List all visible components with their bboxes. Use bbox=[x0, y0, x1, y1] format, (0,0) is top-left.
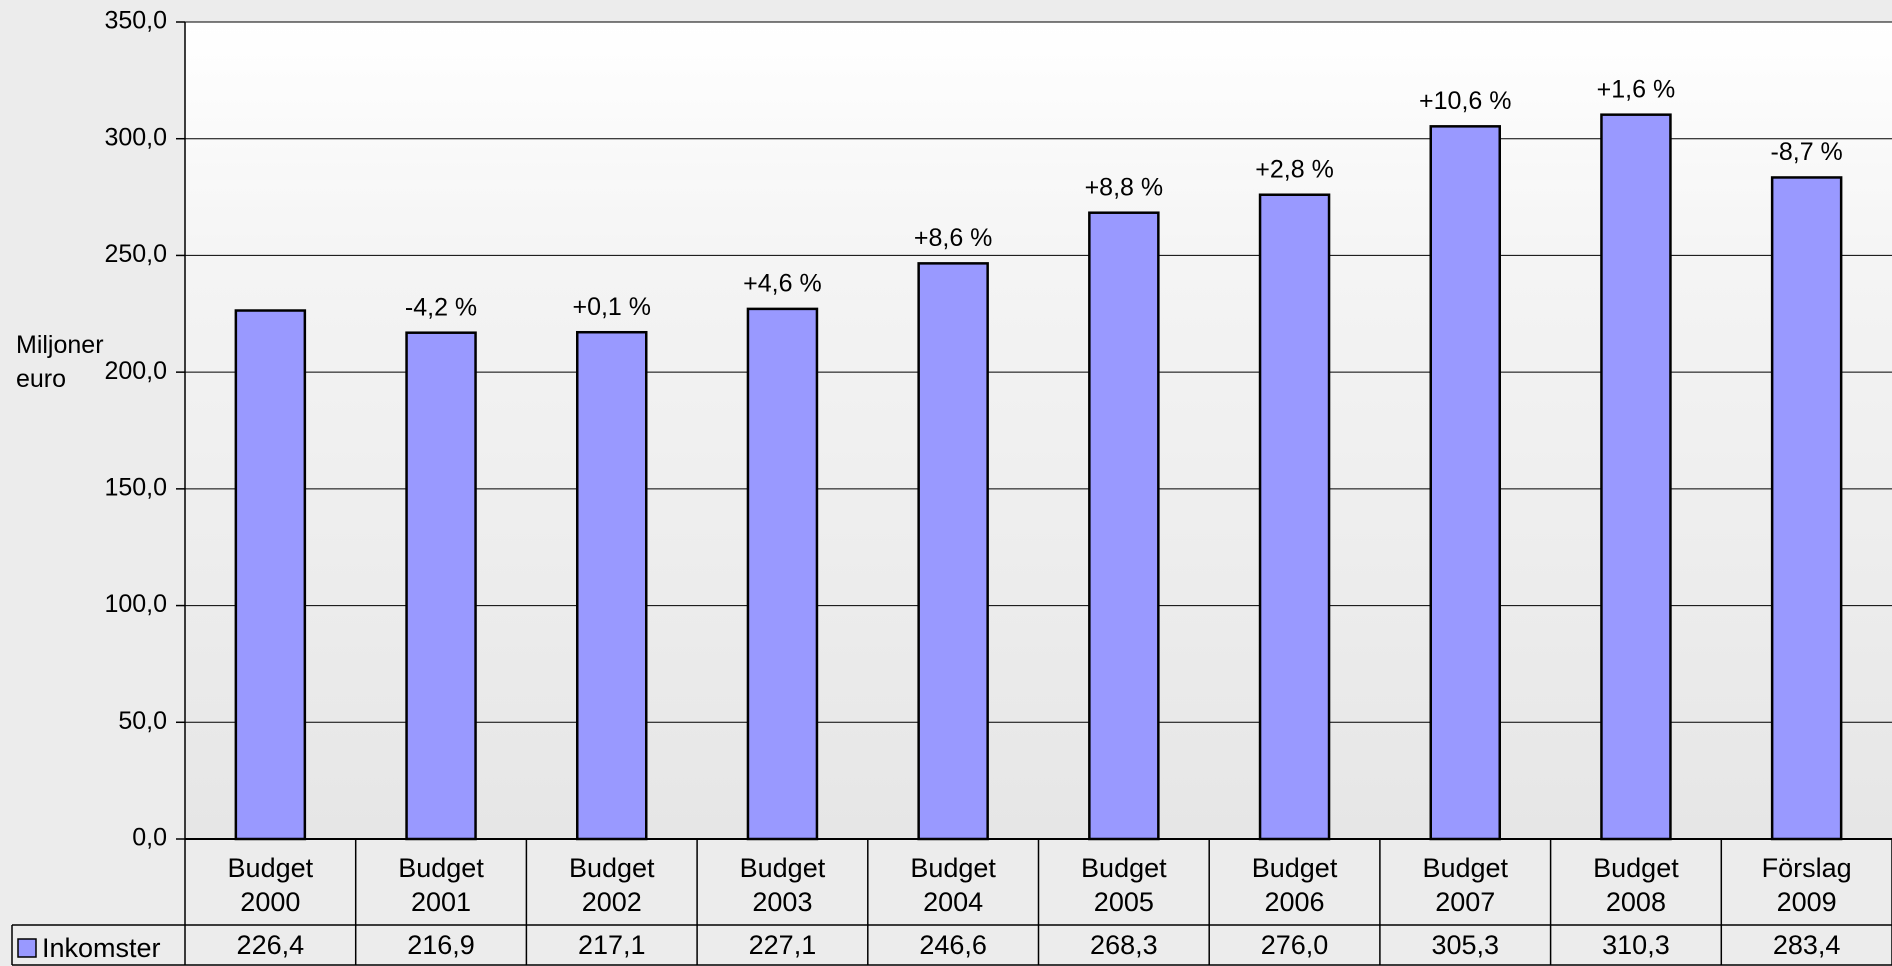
y-tick-label: 0,0 bbox=[132, 824, 167, 852]
bar bbox=[576, 330, 648, 841]
change-label: +10,6 % bbox=[1419, 87, 1511, 115]
table-value: 246,6 bbox=[919, 930, 987, 960]
change-label: -4,2 % bbox=[405, 293, 477, 321]
y-tick-label: 50,0 bbox=[118, 707, 167, 735]
category-label: Budget 2002 bbox=[568, 853, 655, 917]
change-label: +4,6 % bbox=[743, 269, 822, 297]
bar bbox=[746, 307, 819, 841]
change-label: +8,6 % bbox=[914, 224, 993, 252]
bar bbox=[405, 331, 477, 841]
legend-label: Inkomster bbox=[42, 933, 161, 963]
y-axis-label: Miljoner euro bbox=[16, 331, 104, 393]
change-label: +0,1 % bbox=[572, 293, 651, 321]
y-tick-label: 150,0 bbox=[104, 473, 167, 501]
category-label: Budget 2006 bbox=[1251, 853, 1338, 917]
table-value: 283,4 bbox=[1772, 930, 1841, 960]
category-label: Budget 2001 bbox=[398, 853, 484, 917]
category-label: Budget 2007 bbox=[1422, 853, 1509, 917]
bar bbox=[234, 309, 307, 841]
y-tick-label: 100,0 bbox=[104, 590, 167, 618]
table-value: 216,9 bbox=[407, 930, 475, 960]
category-label: Budget 2003 bbox=[739, 853, 826, 917]
y-tick-label: 250,0 bbox=[104, 240, 167, 268]
table-value: 227,1 bbox=[748, 930, 817, 960]
category-label: Budget 2004 bbox=[910, 853, 996, 917]
bar bbox=[1088, 211, 1160, 841]
category-label: Budget 2005 bbox=[1081, 853, 1167, 917]
table-value: 305,3 bbox=[1431, 930, 1500, 960]
category-label: Förslag 2009 bbox=[1761, 853, 1852, 917]
y-tick-label: 200,0 bbox=[104, 357, 167, 385]
table-value: 268,3 bbox=[1090, 930, 1158, 960]
bar bbox=[1258, 193, 1331, 841]
table-value: 276,0 bbox=[1260, 930, 1329, 960]
table-value: 310,3 bbox=[1602, 930, 1670, 960]
y-tick-label: 350,0 bbox=[104, 7, 167, 35]
table-value: 226,4 bbox=[236, 930, 305, 960]
table-value: 217,1 bbox=[577, 930, 646, 960]
bar bbox=[1429, 125, 1501, 841]
category-label: Budget 2008 bbox=[1593, 853, 1679, 917]
change-label: +8,8 % bbox=[1085, 173, 1164, 201]
bar bbox=[1600, 113, 1672, 841]
change-label: +1,6 % bbox=[1597, 75, 1676, 103]
legend-swatch bbox=[17, 938, 37, 958]
change-label: +2,8 % bbox=[1255, 155, 1334, 183]
category-label: Budget 2000 bbox=[227, 853, 314, 917]
y-tick-label: 300,0 bbox=[104, 123, 167, 151]
change-label: -8,7 % bbox=[1771, 138, 1843, 166]
bar bbox=[1770, 176, 1843, 841]
bar bbox=[917, 262, 989, 841]
